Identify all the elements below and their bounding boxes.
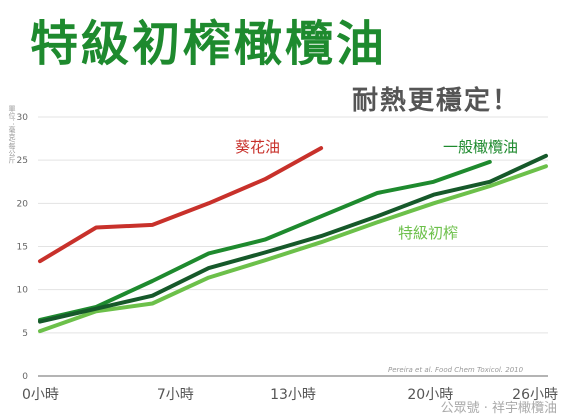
citation: Pereira et al. Food Chem Toxicol. 2010 <box>388 366 524 374</box>
series-line <box>38 164 548 334</box>
page-subtitle: 耐熱更穩定！ <box>352 86 521 116</box>
y-tick-label: 15 <box>17 243 28 253</box>
series-label: 特級初榨 <box>398 224 458 242</box>
y-tick-label: 20 <box>17 199 29 209</box>
page-title: 特級初榨橄欖油 <box>30 16 388 72</box>
watermark: 公眾號 · 祥宇橄欖油 <box>440 401 557 416</box>
series-line <box>38 146 324 264</box>
series-line <box>38 153 548 324</box>
grid <box>38 116 548 377</box>
y-axis-unit-label: 單位：毫克/每公斤 <box>8 105 16 164</box>
series-label: 一般橄欖油 <box>443 138 518 156</box>
x-tick-label: 7小時 <box>157 387 194 403</box>
x-axis-ticks: 0小時 7小時 13小時 20小時 26小時 <box>22 387 558 403</box>
x-tick-label: 0小時 <box>22 387 59 403</box>
series-label: 葵花油 <box>235 138 280 156</box>
x-tick-label: 26小時 <box>512 387 558 403</box>
y-tick-label: 5 <box>22 329 28 339</box>
y-tick-label: 10 <box>17 286 29 296</box>
y-axis-ticks: 0 5 10 15 20 25 30 <box>17 113 29 382</box>
x-tick-label: 13小時 <box>270 387 316 403</box>
y-tick-label: 0 <box>22 372 28 382</box>
series-lines <box>38 146 548 334</box>
x-tick-label: 20小時 <box>407 387 453 403</box>
y-tick-label: 25 <box>17 156 28 166</box>
series-line <box>38 159 492 322</box>
y-tick-label: 30 <box>17 113 29 123</box>
